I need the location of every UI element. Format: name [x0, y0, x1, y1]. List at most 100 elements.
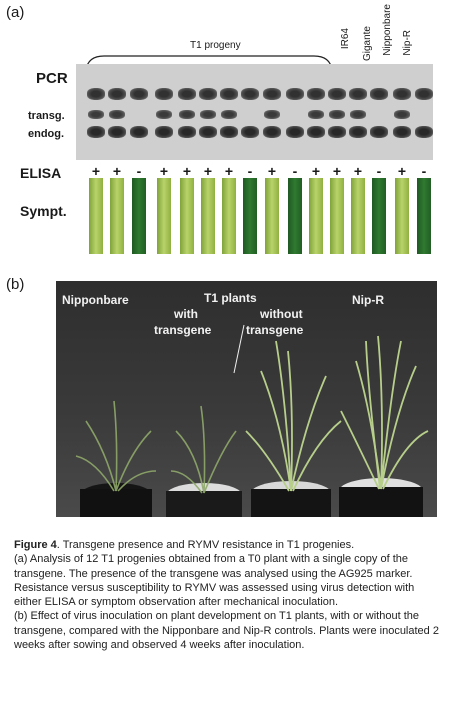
plants-photo: Nipponbare T1 plants with transgene with… [56, 281, 437, 517]
symptom-leaf [288, 178, 302, 254]
gel-band [178, 88, 196, 100]
symptom-leaves-image [76, 178, 433, 254]
gel-band [286, 126, 304, 138]
gel-band [200, 110, 216, 119]
gel-band [328, 126, 346, 138]
gel-band [307, 126, 325, 138]
gel-band [220, 126, 238, 138]
gel-band [199, 126, 217, 138]
gel-band [370, 126, 388, 138]
gel-band [108, 126, 126, 138]
gel-band [349, 88, 367, 100]
symptom-leaf [222, 178, 236, 254]
elisa-result: + [224, 163, 234, 179]
gel-band [109, 110, 125, 119]
figure-caption: Figure 4. Transgene presence and RYMV re… [14, 538, 440, 652]
gel-band [179, 110, 195, 119]
gel-band [393, 126, 411, 138]
endog-row-label: endog. [28, 128, 65, 140]
pcr-gel-image [76, 64, 433, 160]
photo-label-with: with [174, 307, 198, 321]
transg-row-label: transg. [28, 110, 65, 122]
elisa-result: + [112, 163, 122, 179]
gel-band [155, 88, 173, 100]
photo-label-transgene-without: transgene [246, 323, 304, 337]
gel-band [329, 110, 345, 119]
gel-band [263, 88, 281, 100]
caption-part-b: (b) Effect of virus inoculation on plant… [14, 610, 439, 652]
gel-band [393, 88, 411, 100]
gel-band [415, 88, 433, 100]
symptom-leaf [395, 178, 409, 254]
gel-band [88, 110, 104, 119]
symptom-leaf [157, 178, 171, 254]
panel-b-label: (b) [6, 276, 25, 293]
caption-title: Figure 4. Transgene presence and RYMV re… [14, 538, 440, 552]
elisa-result: - [136, 163, 142, 179]
caption-title-text: . Transgene presence and RYMV resistance… [56, 539, 355, 551]
elisa-result: + [397, 163, 407, 179]
gel-band [130, 126, 148, 138]
photo-label-nipr: Nip-R [352, 293, 384, 307]
t1-progeny-label: T1 progeny [190, 40, 241, 51]
elisa-result: - [247, 163, 253, 179]
gel-band [199, 88, 217, 100]
progeny-bracket [85, 55, 333, 71]
gel-band [241, 126, 259, 138]
gel-band [155, 126, 173, 138]
gel-band [350, 110, 366, 119]
gel-band [220, 88, 238, 100]
elisa-result: - [421, 163, 427, 179]
gel-band [87, 126, 105, 138]
gel-band [328, 88, 346, 100]
control-label-ir64: IR64 [340, 28, 351, 50]
pcr-row-label: PCR [36, 70, 68, 87]
elisa-result: + [267, 163, 277, 179]
elisa-result: - [292, 163, 298, 179]
sympt-row-label: Sympt. [20, 203, 67, 219]
control-label-nipr: Nip-R [402, 30, 413, 56]
photo-label-transgene-with: transgene [154, 323, 212, 337]
elisa-row-label: ELISA [20, 165, 62, 181]
elisa-result: + [353, 163, 363, 179]
elisa-result: + [203, 163, 213, 179]
symptom-leaf [89, 178, 103, 254]
control-label-nipponbare: Nipponbare [382, 4, 393, 56]
control-label-gigante: Gigante [362, 26, 373, 62]
gel-band [178, 126, 196, 138]
photo-label-nipponbare: Nipponbare [62, 293, 129, 307]
gel-band [221, 110, 237, 119]
gel-band [156, 110, 172, 119]
symptom-leaf [330, 178, 344, 254]
symptom-leaf [243, 178, 257, 254]
symptom-leaf [417, 178, 431, 254]
symptom-leaf [201, 178, 215, 254]
symptom-leaf [265, 178, 279, 254]
caption-part-a: (a) Analysis of 12 T1 progenies obtained… [14, 553, 415, 609]
symptom-leaf [372, 178, 386, 254]
panel-a-label: (a) [6, 4, 25, 21]
photo-label-without: without [260, 307, 303, 321]
elisa-result: + [182, 163, 192, 179]
gel-band [370, 88, 388, 100]
photo-label-t1-plants: T1 plants [204, 291, 257, 305]
elisa-result: + [159, 163, 169, 179]
symptom-leaf [110, 178, 124, 254]
symptom-leaf [351, 178, 365, 254]
elisa-result: + [311, 163, 321, 179]
gel-band [307, 88, 325, 100]
symptom-leaf [180, 178, 194, 254]
gel-band [87, 88, 105, 100]
elisa-result: + [332, 163, 342, 179]
gel-band [108, 88, 126, 100]
gel-band [415, 126, 433, 138]
gel-band [286, 88, 304, 100]
elisa-result: - [376, 163, 382, 179]
elisa-result: + [91, 163, 101, 179]
caption-figure-label: Figure 4 [14, 539, 57, 551]
symptom-leaf [309, 178, 323, 254]
gel-band [130, 88, 148, 100]
gel-band [241, 88, 259, 100]
gel-band [263, 126, 281, 138]
gel-band [264, 110, 280, 119]
